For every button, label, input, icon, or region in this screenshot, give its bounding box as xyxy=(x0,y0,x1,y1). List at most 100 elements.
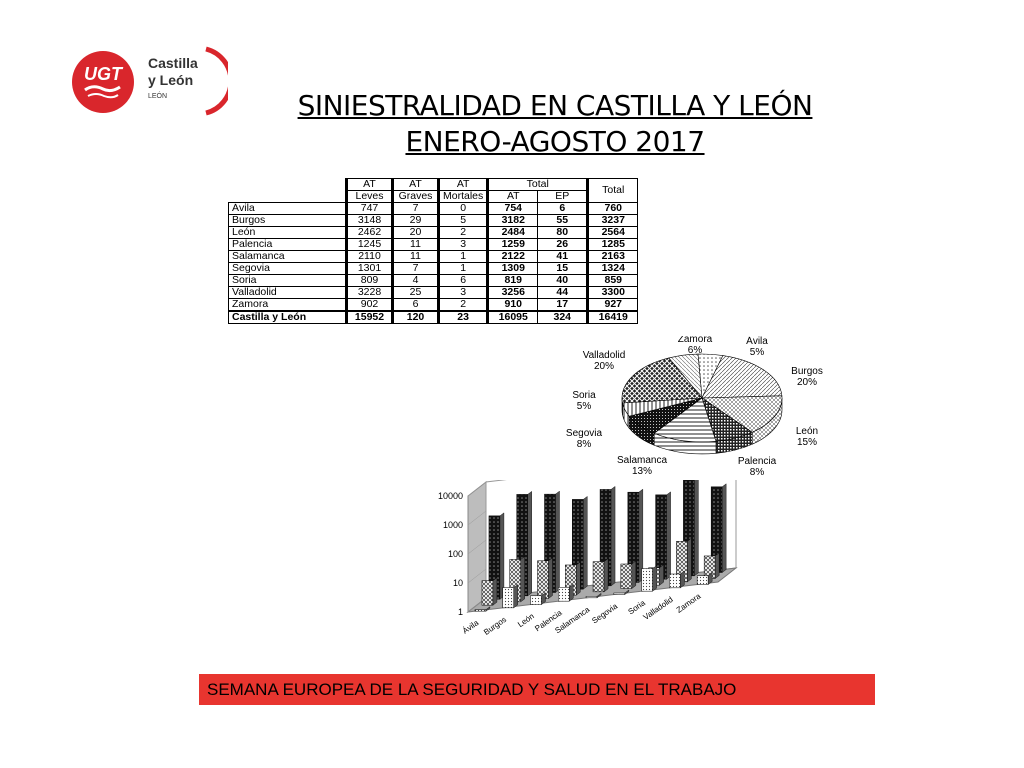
cell-graves: 25 xyxy=(391,286,439,299)
cell-provincia: Valladolid xyxy=(228,286,347,299)
cell-graves: 29 xyxy=(391,214,439,227)
bar-segovia-s1 xyxy=(620,563,633,589)
cell-ep: 44 xyxy=(537,286,589,299)
pie-label-pct: 20% xyxy=(594,361,614,372)
cell-provincia: Castilla y León xyxy=(228,310,347,324)
table-row: León 2462 20 2 2484 80 2564 xyxy=(228,226,639,239)
pie-label: Zamora 6% xyxy=(678,336,713,356)
cell-mortales: 1 xyxy=(436,250,490,263)
cell-provincia: Palencia xyxy=(228,238,347,251)
cell-mortales: 1 xyxy=(436,262,490,275)
bar-ávila-s2 xyxy=(474,609,487,612)
y-tick-label: 100 xyxy=(448,549,463,559)
cell-at: 2122 xyxy=(487,250,539,263)
bar-side xyxy=(680,570,685,589)
cell-mortales: 23 xyxy=(436,310,490,324)
cell-provincia: Burgos xyxy=(228,214,347,227)
cell-provincia: Zamora xyxy=(228,298,347,312)
x-tick-label: Segovia xyxy=(590,601,619,625)
cell-leves: 2462 xyxy=(345,226,393,239)
table-row: Segovia 1301 7 1 1309 15 1324 xyxy=(228,262,639,275)
header-total-group: Total xyxy=(487,178,589,191)
cell-provincia: Segovia xyxy=(228,262,347,275)
x-tick-label: Burgos xyxy=(482,615,508,637)
cell-leves: 809 xyxy=(345,274,393,287)
bar-side xyxy=(527,490,532,597)
cell-total: 859 xyxy=(586,274,639,287)
cell-total: 2564 xyxy=(586,226,639,239)
table-row: Soria 809 4 6 819 40 859 xyxy=(228,274,639,287)
logo-brand: UGT xyxy=(84,64,124,84)
cell-leves: 1301 xyxy=(345,262,393,275)
bar-burgos-s2 xyxy=(502,587,514,609)
cell-ep: 15 xyxy=(537,262,589,275)
cell-total: 927 xyxy=(586,298,639,312)
cell-leves: 15952 xyxy=(345,310,393,324)
bar-side xyxy=(714,552,720,579)
cell-at: 2484 xyxy=(487,226,539,239)
header-total-at: AT xyxy=(487,190,539,203)
pie-label-pct: 8% xyxy=(750,467,765,478)
cell-ep: 17 xyxy=(537,298,589,312)
bar-león-s2 xyxy=(530,595,542,605)
header-leves: Leves xyxy=(345,190,393,203)
y-tick-label: 1000 xyxy=(443,520,463,530)
cell-leves: 2110 xyxy=(345,250,393,263)
logo-region-line1: Castilla xyxy=(148,55,198,71)
cell-ep: 26 xyxy=(537,238,589,251)
cell-ep: 324 xyxy=(537,310,589,324)
bar-side xyxy=(652,565,657,592)
bar-side xyxy=(687,537,692,583)
pie-label-name: León xyxy=(796,426,818,437)
header-graves: Graves xyxy=(391,190,439,203)
y-gridline xyxy=(467,539,487,555)
bar-side xyxy=(610,486,616,587)
cell-total: 1285 xyxy=(586,238,639,251)
pie-label-pct: 20% xyxy=(797,377,817,388)
pie-label: Ávila 5% xyxy=(746,336,768,358)
bar-valladolid-s2 xyxy=(669,573,681,589)
bar-salamanca-s1 xyxy=(592,561,605,593)
cell-leves: 747 xyxy=(345,202,393,215)
bar-león-s1 xyxy=(537,560,549,599)
x-tick-label: Valladolid xyxy=(642,595,675,622)
cell-ep: 55 xyxy=(537,214,589,227)
cell-mortales: 2 xyxy=(436,226,490,239)
bar-ávila-s1 xyxy=(481,580,494,606)
cell-provincia: Salamanca xyxy=(228,250,347,263)
pie-label: León 15% xyxy=(796,426,818,448)
bar-side xyxy=(555,490,560,593)
bar-segovia-s2 xyxy=(613,592,626,595)
header-total: Total xyxy=(586,178,639,203)
bar-side xyxy=(624,589,630,595)
logo-sub: LEÓN xyxy=(148,91,167,100)
table-row: Ávila 747 7 0 754 6 760 xyxy=(228,202,639,215)
pie-label: Soria 5% xyxy=(572,390,596,412)
cell-ep: 80 xyxy=(537,226,589,239)
cell-at: 754 xyxy=(487,202,539,215)
bar-soria-s2 xyxy=(641,568,653,592)
cell-graves: 7 xyxy=(391,202,439,215)
cell-leves: 1245 xyxy=(345,238,393,251)
pie-chart: Ávila 5%Burgos 20%León 15%Palencia 8%Salaman… xyxy=(566,336,823,478)
pie-label-name: Zamora xyxy=(678,336,713,345)
cell-graves: 11 xyxy=(391,250,439,263)
x-tick-label: Zamora xyxy=(675,591,703,614)
pie-label: Segovia 8% xyxy=(566,428,603,450)
y-tick-label: 10000 xyxy=(438,491,463,501)
header-mortales: Mortales xyxy=(436,190,490,203)
bar-side xyxy=(596,592,602,599)
accident-table: AT AT AT Total Total Leves Graves Mortal… xyxy=(228,178,639,324)
cell-total: 3300 xyxy=(586,286,639,299)
cell-total: 3237 xyxy=(586,214,639,227)
cell-mortales: 5 xyxy=(436,214,490,227)
cell-mortales: 0 xyxy=(436,202,490,215)
cell-mortales: 2 xyxy=(436,298,490,312)
y-gridline xyxy=(467,510,487,526)
bar-side xyxy=(694,480,699,577)
cell-leves: 3148 xyxy=(345,214,393,227)
pie-label-pct: 15% xyxy=(797,437,817,448)
pie-label-name: Valladolid xyxy=(583,350,626,361)
header-at-1: AT xyxy=(345,178,393,191)
